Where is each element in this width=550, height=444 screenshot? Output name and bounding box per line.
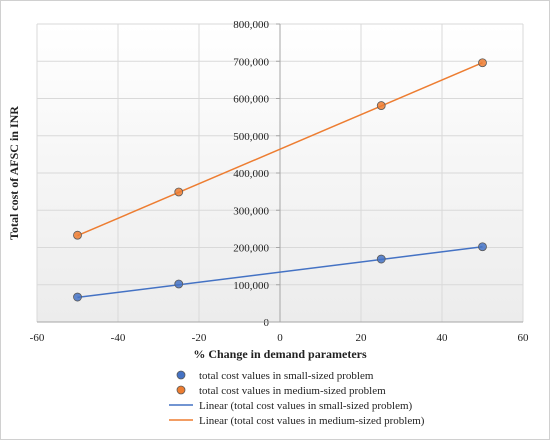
x-tick-label: 20 bbox=[356, 332, 368, 344]
data-point-series-0 bbox=[478, 242, 487, 252]
y-tick-label: 100,000 bbox=[233, 280, 269, 292]
y-tick-label: 500,000 bbox=[233, 131, 269, 143]
x-axis-title: % Change in demand parameters bbox=[193, 347, 367, 361]
x-tick-label: -40 bbox=[111, 332, 126, 344]
x-tick-label: 60 bbox=[518, 332, 530, 344]
legend: total cost values in small-sized problem… bbox=[169, 370, 425, 427]
axis-layer: -60 -40 -20 0 20 40 60 0 100,000 200,000 300,000 40… bbox=[30, 19, 529, 344]
trendline-2 bbox=[77, 246, 483, 299]
data-point-series-1 bbox=[174, 187, 184, 197]
x-tick-label: -20 bbox=[192, 332, 207, 344]
series-layer bbox=[73, 58, 487, 302]
legend-label: total cost values in small-sized problem bbox=[199, 370, 374, 382]
x-tick-label: -60 bbox=[30, 332, 45, 344]
y-tick-label: 600,000 bbox=[233, 94, 269, 106]
data-point-series-1 bbox=[376, 101, 386, 110]
legend-label: Linear (total cost values in small-sized… bbox=[199, 400, 413, 412]
x-tick-label: 40 bbox=[437, 332, 449, 344]
y-tick-label: 400,000 bbox=[233, 168, 269, 180]
y-tick-label: 700,000 bbox=[233, 56, 269, 68]
data-point-series-1 bbox=[73, 230, 82, 240]
y-tick-label: 200,000 bbox=[233, 243, 269, 255]
data-point-series-0 bbox=[73, 292, 82, 302]
legend-marker-1 bbox=[176, 385, 186, 395]
legend-label: Linear (total cost values in medium-size… bbox=[199, 415, 425, 427]
data-point-series-0 bbox=[376, 254, 386, 264]
trendline-3 bbox=[77, 62, 483, 237]
y-tick-label: 800,000 bbox=[233, 19, 269, 31]
y-tick-label: 0 bbox=[264, 317, 270, 329]
data-point-series-0 bbox=[174, 279, 184, 289]
x-tick-label: 0 bbox=[277, 332, 283, 344]
y-axis-title: Total cost of AFSC in INR bbox=[7, 106, 21, 240]
y-tick-label: 300,000 bbox=[233, 205, 269, 217]
data-point-series-1 bbox=[478, 58, 487, 68]
legend-label: total cost values in medium-sized proble… bbox=[199, 385, 386, 397]
legend-marker-0 bbox=[176, 370, 186, 380]
